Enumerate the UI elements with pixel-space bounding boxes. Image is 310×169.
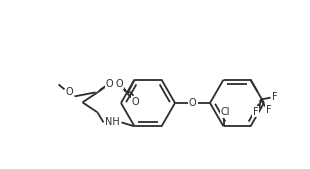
Text: F: F (266, 105, 271, 115)
Text: O: O (116, 79, 123, 89)
Text: NH: NH (105, 117, 120, 127)
Text: O: O (132, 97, 139, 107)
Text: O: O (66, 87, 73, 97)
Text: O: O (189, 98, 196, 108)
Text: Cl: Cl (221, 107, 230, 117)
Text: F: F (272, 92, 277, 102)
Text: O: O (106, 79, 113, 89)
Text: F: F (253, 107, 258, 117)
